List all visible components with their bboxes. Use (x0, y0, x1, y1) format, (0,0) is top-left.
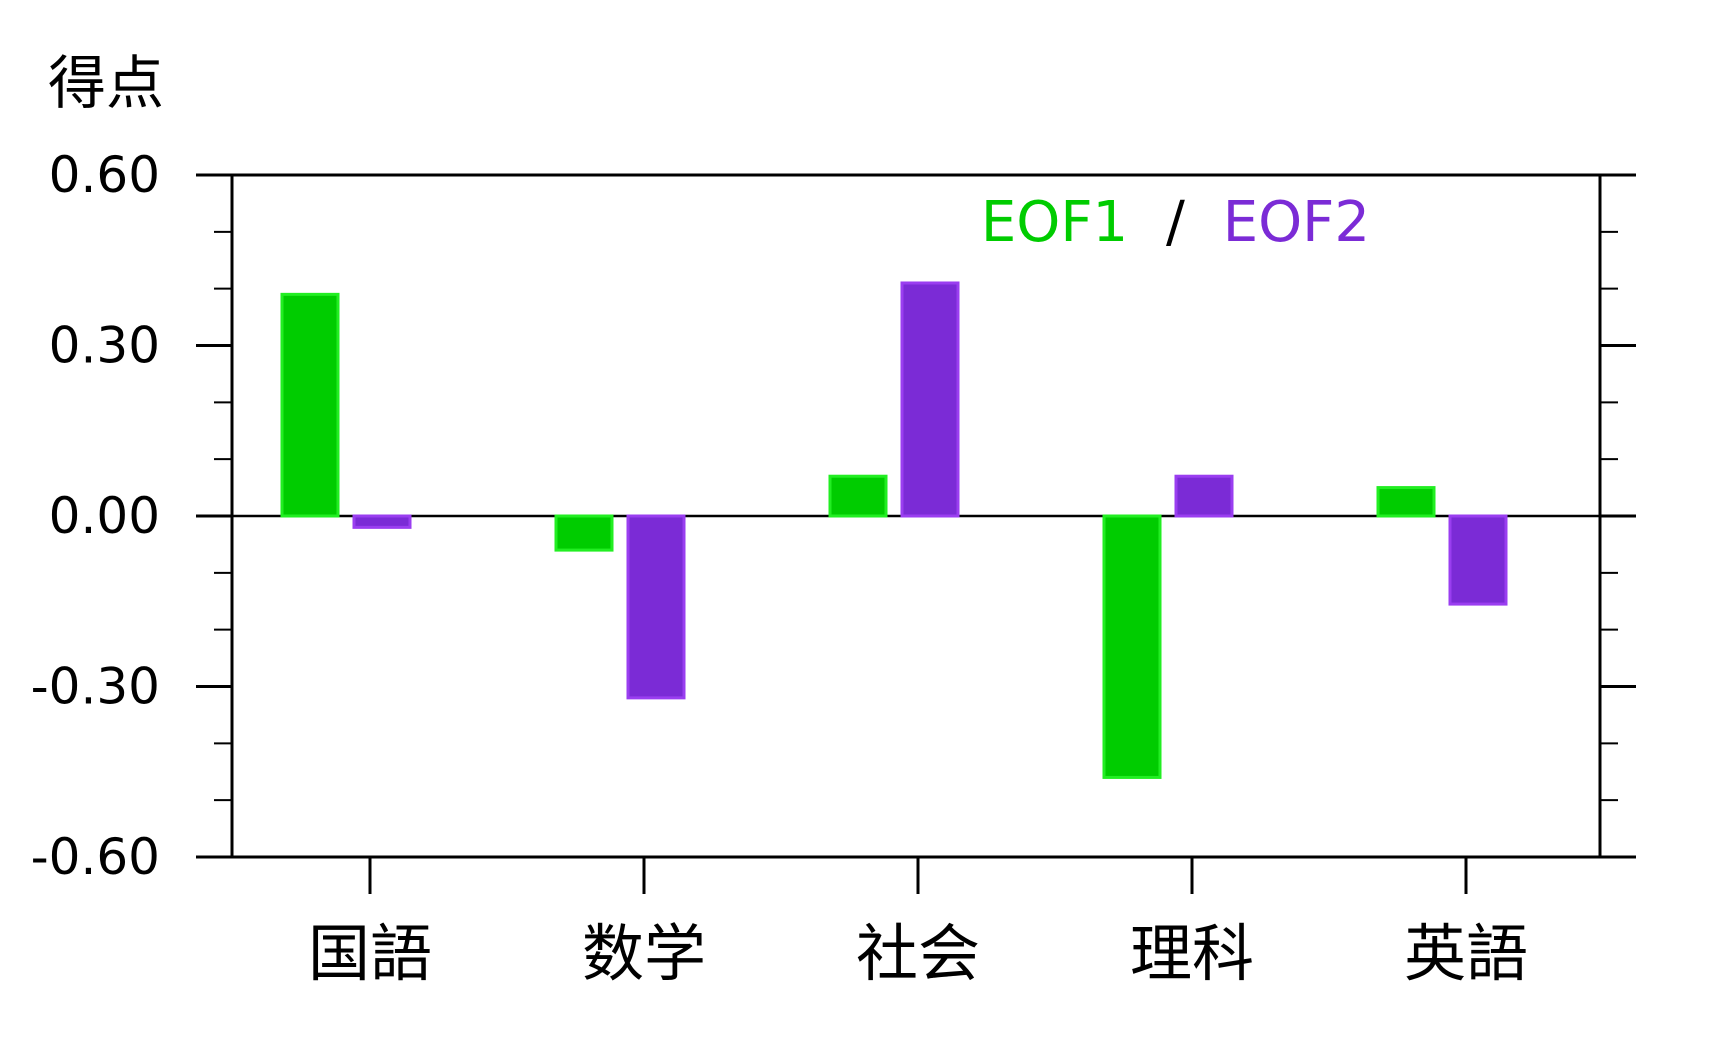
bar-eof1-3 (828, 474, 888, 518)
plot-axes: 0.60 0.30 0.00 -0.30 -0.60 国語 数学 社会 理科 英語 (31, 146, 1636, 990)
y-tick-label: -0.60 (31, 828, 160, 886)
y-tick-label: 0.30 (49, 317, 160, 375)
bar-eof1-5 (1376, 486, 1436, 518)
bars-group (280, 281, 1508, 779)
bar-eof1-2 (554, 514, 614, 552)
bar-eof2-2 (626, 514, 686, 700)
bar-eof1-4 (1102, 514, 1162, 779)
bar-eof2-4 (1174, 474, 1234, 518)
bar-eof1-1 (280, 292, 340, 518)
y-tick-label: 0.00 (49, 487, 160, 545)
bar-eof2-5 (1448, 514, 1508, 606)
bar-eof2-3 (900, 281, 960, 518)
legend-series-1-label: EOF1 (981, 190, 1128, 255)
y-tick-label: 0.60 (49, 146, 160, 204)
svg-text:EOF1 / EOF2: EOF1 / EOF2 (981, 190, 1370, 255)
x-tick-label: 国語 (308, 917, 432, 990)
y-tick-label: -0.30 (31, 658, 160, 716)
x-tick-label: 英語 (1404, 917, 1528, 990)
x-tick-label: 数学 (582, 917, 706, 990)
bar-eof2-1 (352, 514, 412, 529)
legend-separator: / (1166, 190, 1185, 255)
legend-series-2-label: EOF2 (1223, 190, 1370, 255)
x-tick-label: 理科 (1130, 917, 1254, 990)
legend: EOF1 / EOF2 (981, 190, 1370, 255)
x-tick-label: 社会 (856, 917, 980, 990)
y-axis-label: 得点 (48, 49, 164, 117)
